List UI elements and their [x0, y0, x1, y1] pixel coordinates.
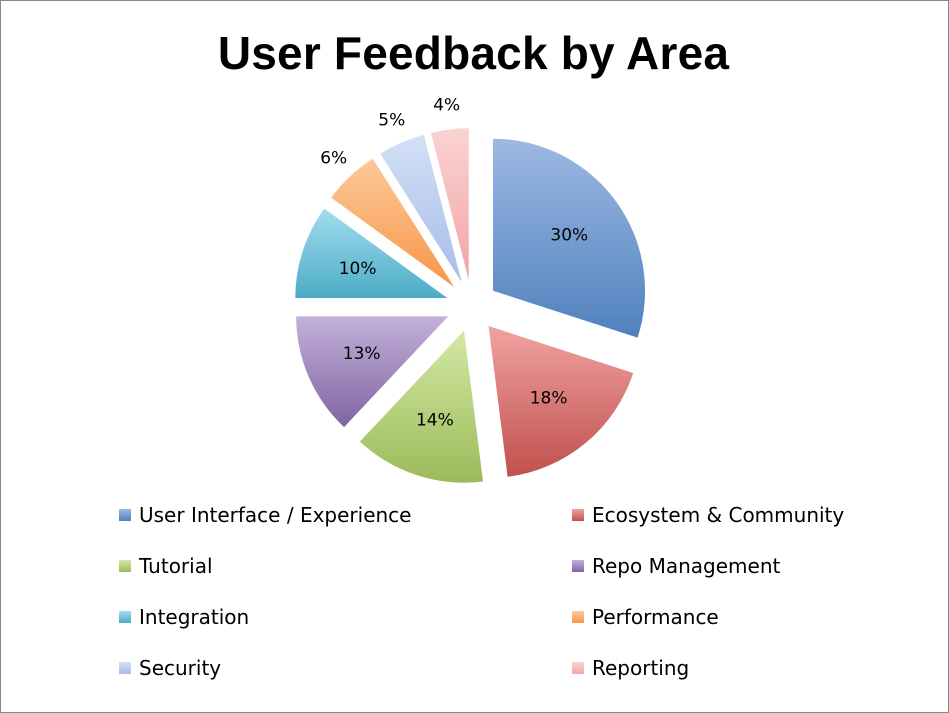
legend-item-ecosystem-community: Ecosystem & Community: [572, 503, 844, 527]
chart-title: User Feedback by Area: [217, 27, 730, 79]
slice-label-repo-management: 13%: [343, 344, 381, 364]
legend-item-security: Security: [119, 656, 221, 680]
pie-slice-performance: [331, 158, 455, 288]
slice-label-user-interface-experience: 30%: [550, 225, 588, 245]
legend-label: Reporting: [592, 656, 690, 680]
pie-slice-integration: [295, 208, 448, 298]
legend-item-integration: Integration: [119, 605, 249, 629]
pie-slice-security: [380, 134, 462, 283]
legend-label: Performance: [592, 605, 719, 629]
legend-item-performance: Performance: [572, 605, 719, 629]
slice-label-ecosystem-community: 18%: [530, 389, 568, 409]
slice-label-tutorial: 14%: [416, 410, 454, 430]
pie-slice-ecosystem-community: [488, 326, 634, 477]
pie-slice-reporting: [430, 128, 469, 281]
legend-swatch: [572, 662, 584, 674]
slice-label-integration: 10%: [339, 259, 377, 279]
legend-swatch: [572, 611, 584, 623]
pie-slice-user-interface-experience: [493, 138, 646, 338]
legend-item-tutorial: Tutorial: [119, 554, 213, 578]
pie-slice-tutorial: [359, 330, 484, 483]
slice-label-performance: 6%: [320, 149, 347, 169]
legend-item-reporting: Reporting: [572, 656, 689, 680]
slice-label-security: 5%: [378, 111, 405, 131]
slice-label-reporting: 4%: [433, 96, 460, 116]
legend-swatch: [572, 509, 584, 521]
legend-item-repo-management: Repo Management: [572, 554, 780, 578]
legend-label: User Interface / Experience: [139, 503, 412, 527]
legend-label: Ecosystem & Community: [592, 503, 845, 527]
legend-swatch: [119, 662, 131, 674]
pie-slice-repo-management: [296, 316, 449, 428]
legend-swatch: [119, 560, 131, 572]
legend-swatch: [119, 611, 131, 623]
legend-label: Security: [139, 656, 222, 680]
legend-item-user-interface-experience: User Interface / Experience: [119, 503, 411, 527]
legend-label: Integration: [139, 605, 250, 629]
legend-label: Repo Management: [592, 554, 781, 578]
legend-swatch: [572, 560, 584, 572]
legend-swatch: [119, 509, 131, 521]
legend-label: Tutorial: [139, 554, 213, 578]
